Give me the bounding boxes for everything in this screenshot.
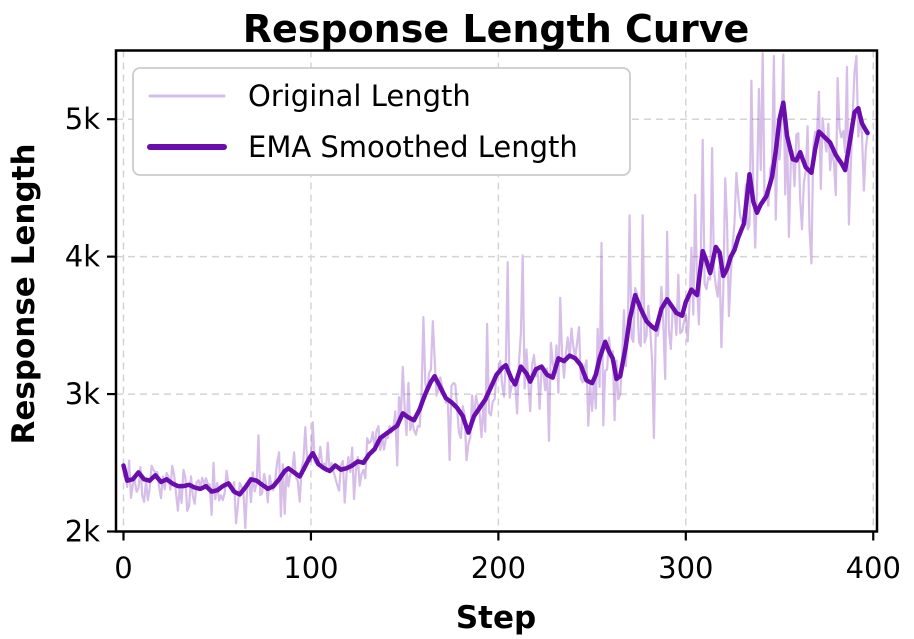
- x-tick-label-400: 400: [846, 551, 901, 585]
- x-tick-label-300: 300: [658, 551, 713, 585]
- tick-layer: [107, 118, 875, 541]
- tick-label-layer: 0 100 200 300 400 2k 3k 4k 5k: [65, 102, 901, 585]
- x-tick-label-100: 100: [283, 551, 338, 585]
- y-tick-label-5k: 5k: [65, 102, 100, 136]
- chart-title: Response Length Curve: [243, 7, 750, 51]
- y-tick-label-3k: 3k: [65, 377, 100, 411]
- ema-smoothed-length-line: [121, 100, 870, 497]
- y-tick-label-2k: 2k: [65, 515, 100, 549]
- y-tick-label-4k: 4k: [65, 240, 100, 274]
- x-tick-label-0: 0: [114, 551, 132, 585]
- legend-label-original-length: Original Length: [248, 79, 471, 113]
- series-layer: [121, 52, 870, 530]
- x-axis-label: Step: [456, 600, 536, 636]
- plot-frame: [114, 49, 879, 533]
- legend-box: [132, 67, 631, 176]
- legend: Original Length EMA Smoothed Length: [132, 67, 631, 176]
- x-tick-label-200: 200: [471, 551, 526, 585]
- legend-label-ema-smoothed-length: EMA Smoothed Length: [248, 130, 578, 164]
- y-axis-label: Response Length: [6, 143, 42, 444]
